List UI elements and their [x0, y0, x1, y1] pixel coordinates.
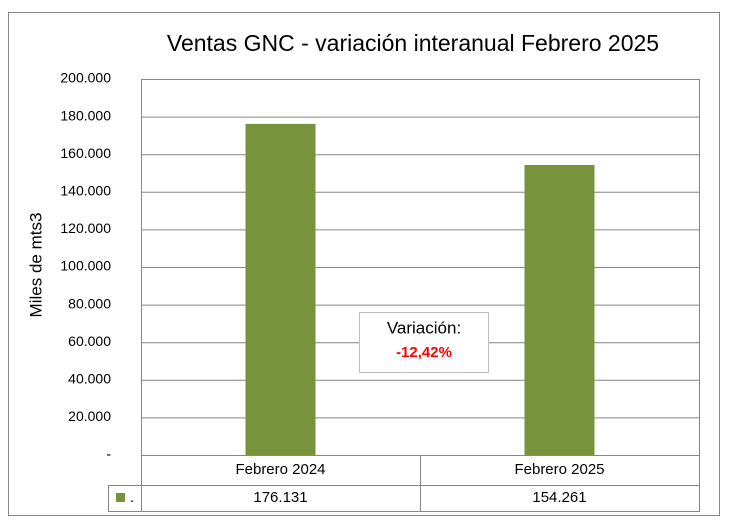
annotation-value: -12,42% — [396, 344, 452, 361]
y-tick-label: 100.000 — [60, 258, 111, 274]
bar — [524, 164, 595, 455]
bar — [245, 123, 316, 455]
y-tick-label: - — [106, 446, 111, 462]
annotation-label: Variación: — [387, 318, 461, 337]
table-value: 154.261 — [532, 489, 586, 506]
y-axis-label: Miles de mts3 — [26, 213, 45, 318]
y-tick-label: 140.000 — [60, 183, 111, 199]
y-tick-label: 200.000 — [60, 70, 111, 86]
y-tick-label: 120.000 — [60, 220, 111, 236]
chart-border — [8, 12, 720, 516]
x-tick-label: Febrero 2024 — [235, 461, 325, 478]
legend-key — [116, 493, 125, 502]
legend-label: . — [130, 489, 134, 506]
y-tick-label: 80.000 — [68, 295, 111, 311]
annotation-box — [359, 312, 489, 373]
y-tick-label: 40.000 — [68, 371, 111, 387]
y-tick-label: 20.000 — [68, 408, 111, 424]
x-tick-label: Febrero 2025 — [514, 461, 604, 478]
chart-title: Ventas GNC - variación interanual Febrer… — [167, 30, 659, 56]
y-tick-label: 160.000 — [60, 145, 111, 161]
y-tick-label: 60.000 — [68, 333, 111, 349]
data-table: Febrero 2024 Febrero 2025. 176.131 154.261 — [108, 79, 700, 512]
plot-area: - 20.000 40.000 60.000 80.000 100.000 120.000 1… — [60, 70, 699, 462]
y-tick-label: 180.000 — [60, 107, 111, 123]
table-value: 176.131 — [253, 489, 307, 506]
